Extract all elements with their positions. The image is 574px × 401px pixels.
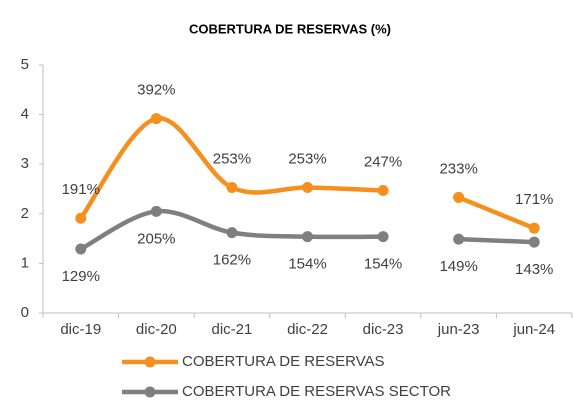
- data-label: 129%: [62, 268, 100, 285]
- marker: [377, 231, 389, 243]
- x-tick-label: dic-20: [136, 321, 177, 338]
- marker: [377, 184, 389, 196]
- legend-marker: [144, 356, 156, 368]
- marker: [150, 113, 162, 125]
- marker: [302, 182, 313, 194]
- chart-title: COBERTURA DE RESERVAS (%): [189, 21, 391, 36]
- x-tick-label: jun-23: [437, 321, 480, 338]
- x-tick-label: dic-19: [60, 321, 101, 338]
- data-label: 253%: [213, 150, 251, 167]
- data-label: 233%: [439, 160, 477, 177]
- data-label: 154%: [364, 256, 402, 273]
- marker: [528, 222, 540, 234]
- legend-label: COBERTURA DE RESERVAS SECTOR: [182, 383, 451, 400]
- data-label: 149%: [439, 258, 477, 275]
- y-tick-label: 1: [21, 254, 29, 271]
- y-tick-label: 3: [21, 155, 29, 172]
- x-tick-label: jun-24: [512, 321, 555, 338]
- x-tick-label: dic-22: [287, 321, 328, 338]
- y-tick-label: 4: [21, 106, 29, 123]
- marker: [75, 243, 87, 255]
- data-label: 191%: [62, 181, 100, 198]
- data-label: 143%: [515, 261, 553, 278]
- series-line: [78, 116, 386, 221]
- y-tick-label: 5: [21, 56, 29, 73]
- y-tick-label: 2: [21, 205, 29, 222]
- marker: [528, 236, 540, 248]
- marker: [75, 212, 87, 224]
- data-label: 171%: [515, 191, 553, 208]
- marker: [226, 227, 238, 239]
- marker: [302, 231, 313, 243]
- series-line: [456, 236, 537, 245]
- y-tick-label: 0: [21, 304, 29, 321]
- marker: [453, 233, 465, 245]
- x-tick-label: dic-21: [211, 321, 252, 338]
- data-label: 205%: [137, 230, 175, 247]
- x-tick-label: dic-23: [363, 321, 404, 338]
- marker: [226, 182, 238, 194]
- data-label: 247%: [364, 153, 402, 170]
- legend-marker: [144, 386, 156, 398]
- legend-label: COBERTURA DE RESERVAS: [182, 353, 385, 370]
- data-label: 253%: [288, 150, 326, 167]
- data-label: 392%: [137, 82, 175, 99]
- data-label: 162%: [213, 252, 251, 269]
- marker: [453, 191, 465, 203]
- marker: [150, 205, 162, 217]
- data-label: 154%: [288, 256, 326, 273]
